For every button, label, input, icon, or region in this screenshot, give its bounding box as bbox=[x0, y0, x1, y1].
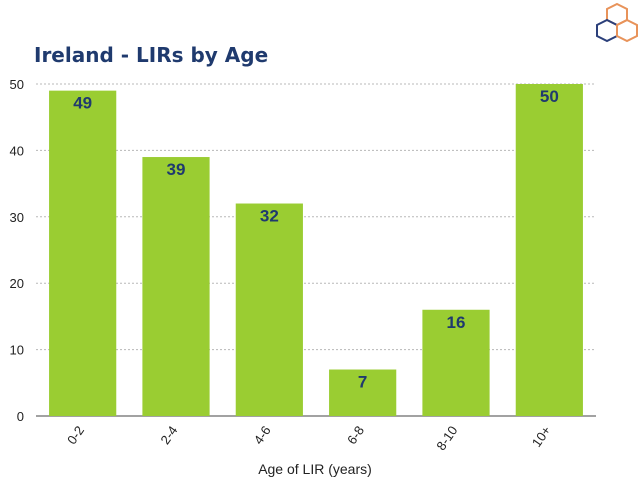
y-tick-label: 40 bbox=[10, 143, 24, 158]
x-tick-label: 0-2 bbox=[64, 423, 87, 447]
x-tick-label: 6-8 bbox=[344, 423, 367, 447]
data-label: 49 bbox=[73, 94, 92, 113]
y-tick-label: 0 bbox=[17, 409, 24, 424]
x-tick-label: 2-4 bbox=[157, 423, 180, 447]
y-tick-label: 50 bbox=[10, 77, 24, 92]
y-axis: 0 10 20 30 40 50 bbox=[10, 77, 24, 424]
grid-lines bbox=[36, 83, 596, 417]
x-axis: 0-2 2-4 4-6 6-8 8-10 10+ bbox=[64, 423, 554, 453]
x-axis-title: Age of LIR (years) bbox=[258, 461, 372, 477]
bar bbox=[422, 309, 490, 416]
bar bbox=[235, 203, 303, 416]
bar bbox=[515, 84, 583, 416]
x-tick-label: 4-6 bbox=[251, 423, 274, 447]
x-tick-label: 10+ bbox=[529, 423, 554, 450]
data-label: 32 bbox=[260, 207, 279, 226]
x-tick-label: 8-10 bbox=[433, 423, 460, 453]
data-label: 16 bbox=[447, 313, 466, 332]
bar bbox=[49, 90, 117, 416]
bars bbox=[49, 84, 583, 417]
bar bbox=[142, 157, 210, 417]
y-tick-label: 10 bbox=[10, 343, 24, 358]
hexagon-logo-icon bbox=[596, 2, 638, 43]
data-labels: 49 39 32 7 16 50 bbox=[73, 87, 559, 392]
data-label: 50 bbox=[540, 87, 559, 106]
data-label: 39 bbox=[167, 160, 186, 179]
bar bbox=[329, 369, 397, 416]
y-tick-label: 30 bbox=[10, 210, 24, 225]
chart-title: Ireland - LIRs by Age bbox=[34, 43, 268, 67]
y-tick-label: 20 bbox=[10, 276, 24, 291]
data-label: 7 bbox=[358, 373, 367, 392]
